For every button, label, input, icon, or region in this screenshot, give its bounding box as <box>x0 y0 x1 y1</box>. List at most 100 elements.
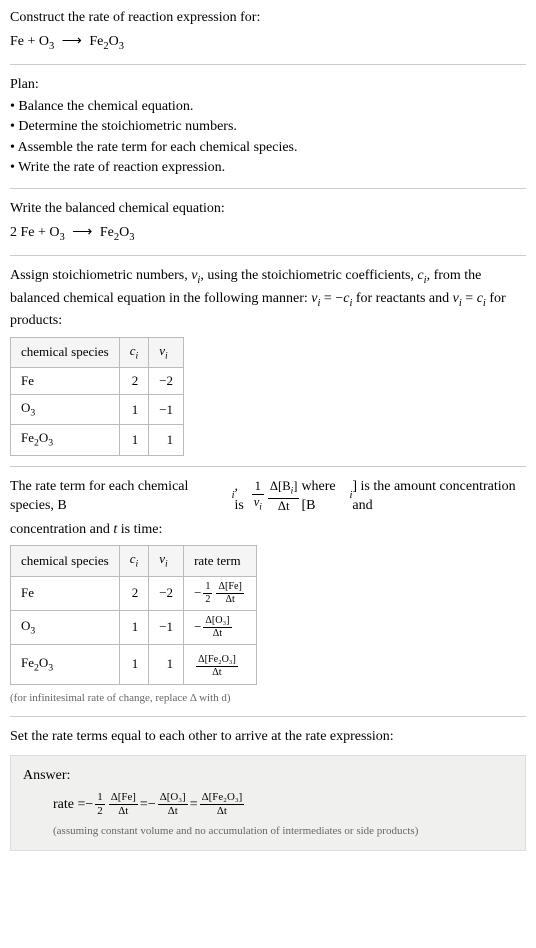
cell-species: Fe <box>11 367 120 394</box>
i: i <box>259 502 262 512</box>
rateterm-table: chemical species ci νi rate term Fe 2 −2… <box>10 545 257 684</box>
text: Fe <box>21 655 34 670</box>
bal-o3-sub: 3 <box>60 231 65 242</box>
text: Fe <box>21 373 34 388</box>
stoich-intro: Assign stoichiometric numbers, νi, using… <box>10 266 526 331</box>
cell-nu: −1 <box>149 395 184 425</box>
final-title: Set the rate terms equal to each other t… <box>10 727 526 747</box>
table-row: O3 1 −1 <box>11 395 184 425</box>
bal-lhs: 2 Fe + O <box>10 225 60 240</box>
sub: 3 <box>48 662 53 673</box>
cell-c: 1 <box>119 645 149 684</box>
cell-c: 2 <box>119 367 149 394</box>
text: O <box>21 400 30 415</box>
rate-expr: − 12 Δ[Fe]Δt <box>194 581 246 606</box>
numerator: Δ[Fe₂O₃] <box>196 654 238 667</box>
final-section: Set the rate terms equal to each other t… <box>10 727 526 747</box>
eq: = <box>190 795 198 815</box>
cell-nu: −2 <box>149 576 184 610</box>
numerator: Δ[Fe₂O₃] <box>200 791 245 805</box>
frac-half: 12 <box>203 581 212 606</box>
text: where [B <box>301 477 349 516</box>
text-line: The rate term for each chemical species,… <box>10 477 526 516</box>
answer-rate-expression: rate = − 12 Δ[Fe]Δt = − Δ[O₃]Δt = Δ[Fe₂O… <box>53 791 513 818</box>
table-row: Fe 2 −2 − 12 Δ[Fe]Δt <box>11 576 257 610</box>
text: Δ[B <box>270 479 291 493</box>
text: concentration and <box>10 522 113 537</box>
construct-section: Construct the rate of reaction expressio… <box>10 8 526 54</box>
cell-nu: 1 <box>149 425 184 455</box>
plan-section: Plan: • Balance the chemical equation. •… <box>10 75 526 178</box>
col-ci: ci <box>119 337 149 367</box>
frac-o3: Δ[O₃]Δt <box>158 791 188 818</box>
col-nui: νi <box>149 546 184 576</box>
plan-item: • Assemble the rate term for each chemic… <box>10 138 526 158</box>
frac-1-over-nu: 1 νi <box>252 479 264 514</box>
i: i <box>165 559 168 570</box>
table-header-row: chemical species ci νi <box>11 337 184 367</box>
table-row: O3 1 −1 − Δ[O₃]Δt <box>11 610 257 644</box>
balanced-equation: 2 Fe + O3 ⟶ Fe2O3 <box>10 223 526 245</box>
rateterm-section: The rate term for each chemical species,… <box>10 477 526 706</box>
plan-item: • Balance the chemical equation. <box>10 97 526 117</box>
cell-rateterm: Δ[Fe₂O₃]Δt <box>184 645 257 684</box>
i: i <box>136 559 139 570</box>
unbalanced-equation: Fe + O3 ⟶ Fe2O3 <box>10 32 526 54</box>
col-nui: νi <box>149 337 184 367</box>
bal-fe: Fe <box>100 225 114 240</box>
eq-rhs-o: O <box>109 34 119 49</box>
frac-half: 12 <box>95 791 104 818</box>
text: Assign stoichiometric numbers, <box>10 268 191 283</box>
rate-label: rate = <box>53 795 85 815</box>
i: i <box>165 350 168 361</box>
divider <box>10 64 526 65</box>
plan-title: Plan: <box>10 75 526 95</box>
text: O <box>39 430 48 445</box>
text: The rate term for each chemical species,… <box>10 477 232 516</box>
numerator: 1 <box>95 791 104 805</box>
text: O <box>21 618 30 633</box>
denominator: Δt <box>200 805 245 818</box>
table-row: Fe2O3 1 1 <box>11 425 184 455</box>
eq: = <box>140 795 148 815</box>
cell-c: 2 <box>119 576 149 610</box>
rateterm-intro-line2: concentration and t is time: <box>10 520 526 540</box>
divider <box>10 188 526 189</box>
denominator: νi <box>252 495 264 514</box>
plan-item: • Write the rate of reaction expression. <box>10 158 526 178</box>
table-row: Fe 2 −2 <box>11 367 184 394</box>
cell-species: Fe <box>11 576 120 610</box>
plan-list: • Balance the chemical equation. • Deter… <box>10 97 526 178</box>
numerator: Δ[Fe] <box>109 791 138 805</box>
denominator: Δt <box>196 667 238 679</box>
balanced-section: Write the balanced chemical equation: 2 … <box>10 199 526 245</box>
bal-o: O <box>119 225 129 240</box>
text: , using the stoichiometric coefficients, <box>200 268 417 283</box>
cell-nu: −1 <box>149 610 184 644</box>
cell-rateterm: − 12 Δ[Fe]Δt <box>184 576 257 610</box>
frac-fe2o3: Δ[Fe₂O₃]Δt <box>200 791 245 818</box>
denominator: 2 <box>95 805 104 818</box>
rate-expr: − Δ[O₃]Δt <box>194 615 233 640</box>
text: is time: <box>117 522 162 537</box>
divider <box>10 716 526 717</box>
i: i <box>136 350 139 361</box>
cell-species: Fe2O3 <box>11 645 120 684</box>
rateterm-footnote: (for infinitesimal rate of change, repla… <box>10 691 526 706</box>
col-ci: ci <box>119 546 149 576</box>
frac-fe: Δ[Fe]Δt <box>109 791 138 818</box>
denominator: Δt <box>216 594 243 606</box>
numerator: 1 <box>252 479 264 495</box>
bal-o-sub: 3 <box>129 231 134 242</box>
text: for reactants and <box>352 291 452 306</box>
balanced-title: Write the balanced chemical equation: <box>10 199 526 219</box>
table-row: Fe2O3 1 1 Δ[Fe₂O₃]Δt <box>11 645 257 684</box>
stoich-table: chemical species ci νi Fe 2 −2 O3 1 −1 F… <box>10 337 184 456</box>
text: ] is the amount concentration and <box>352 477 526 516</box>
divider <box>10 255 526 256</box>
cell-rateterm: − Δ[O₃]Δt <box>184 610 257 644</box>
sub: 3 <box>30 626 35 637</box>
denominator: Δt <box>203 628 231 640</box>
o3-sub: 3 <box>49 40 54 51</box>
construct-text: Construct the rate of reaction expressio… <box>10 8 526 28</box>
